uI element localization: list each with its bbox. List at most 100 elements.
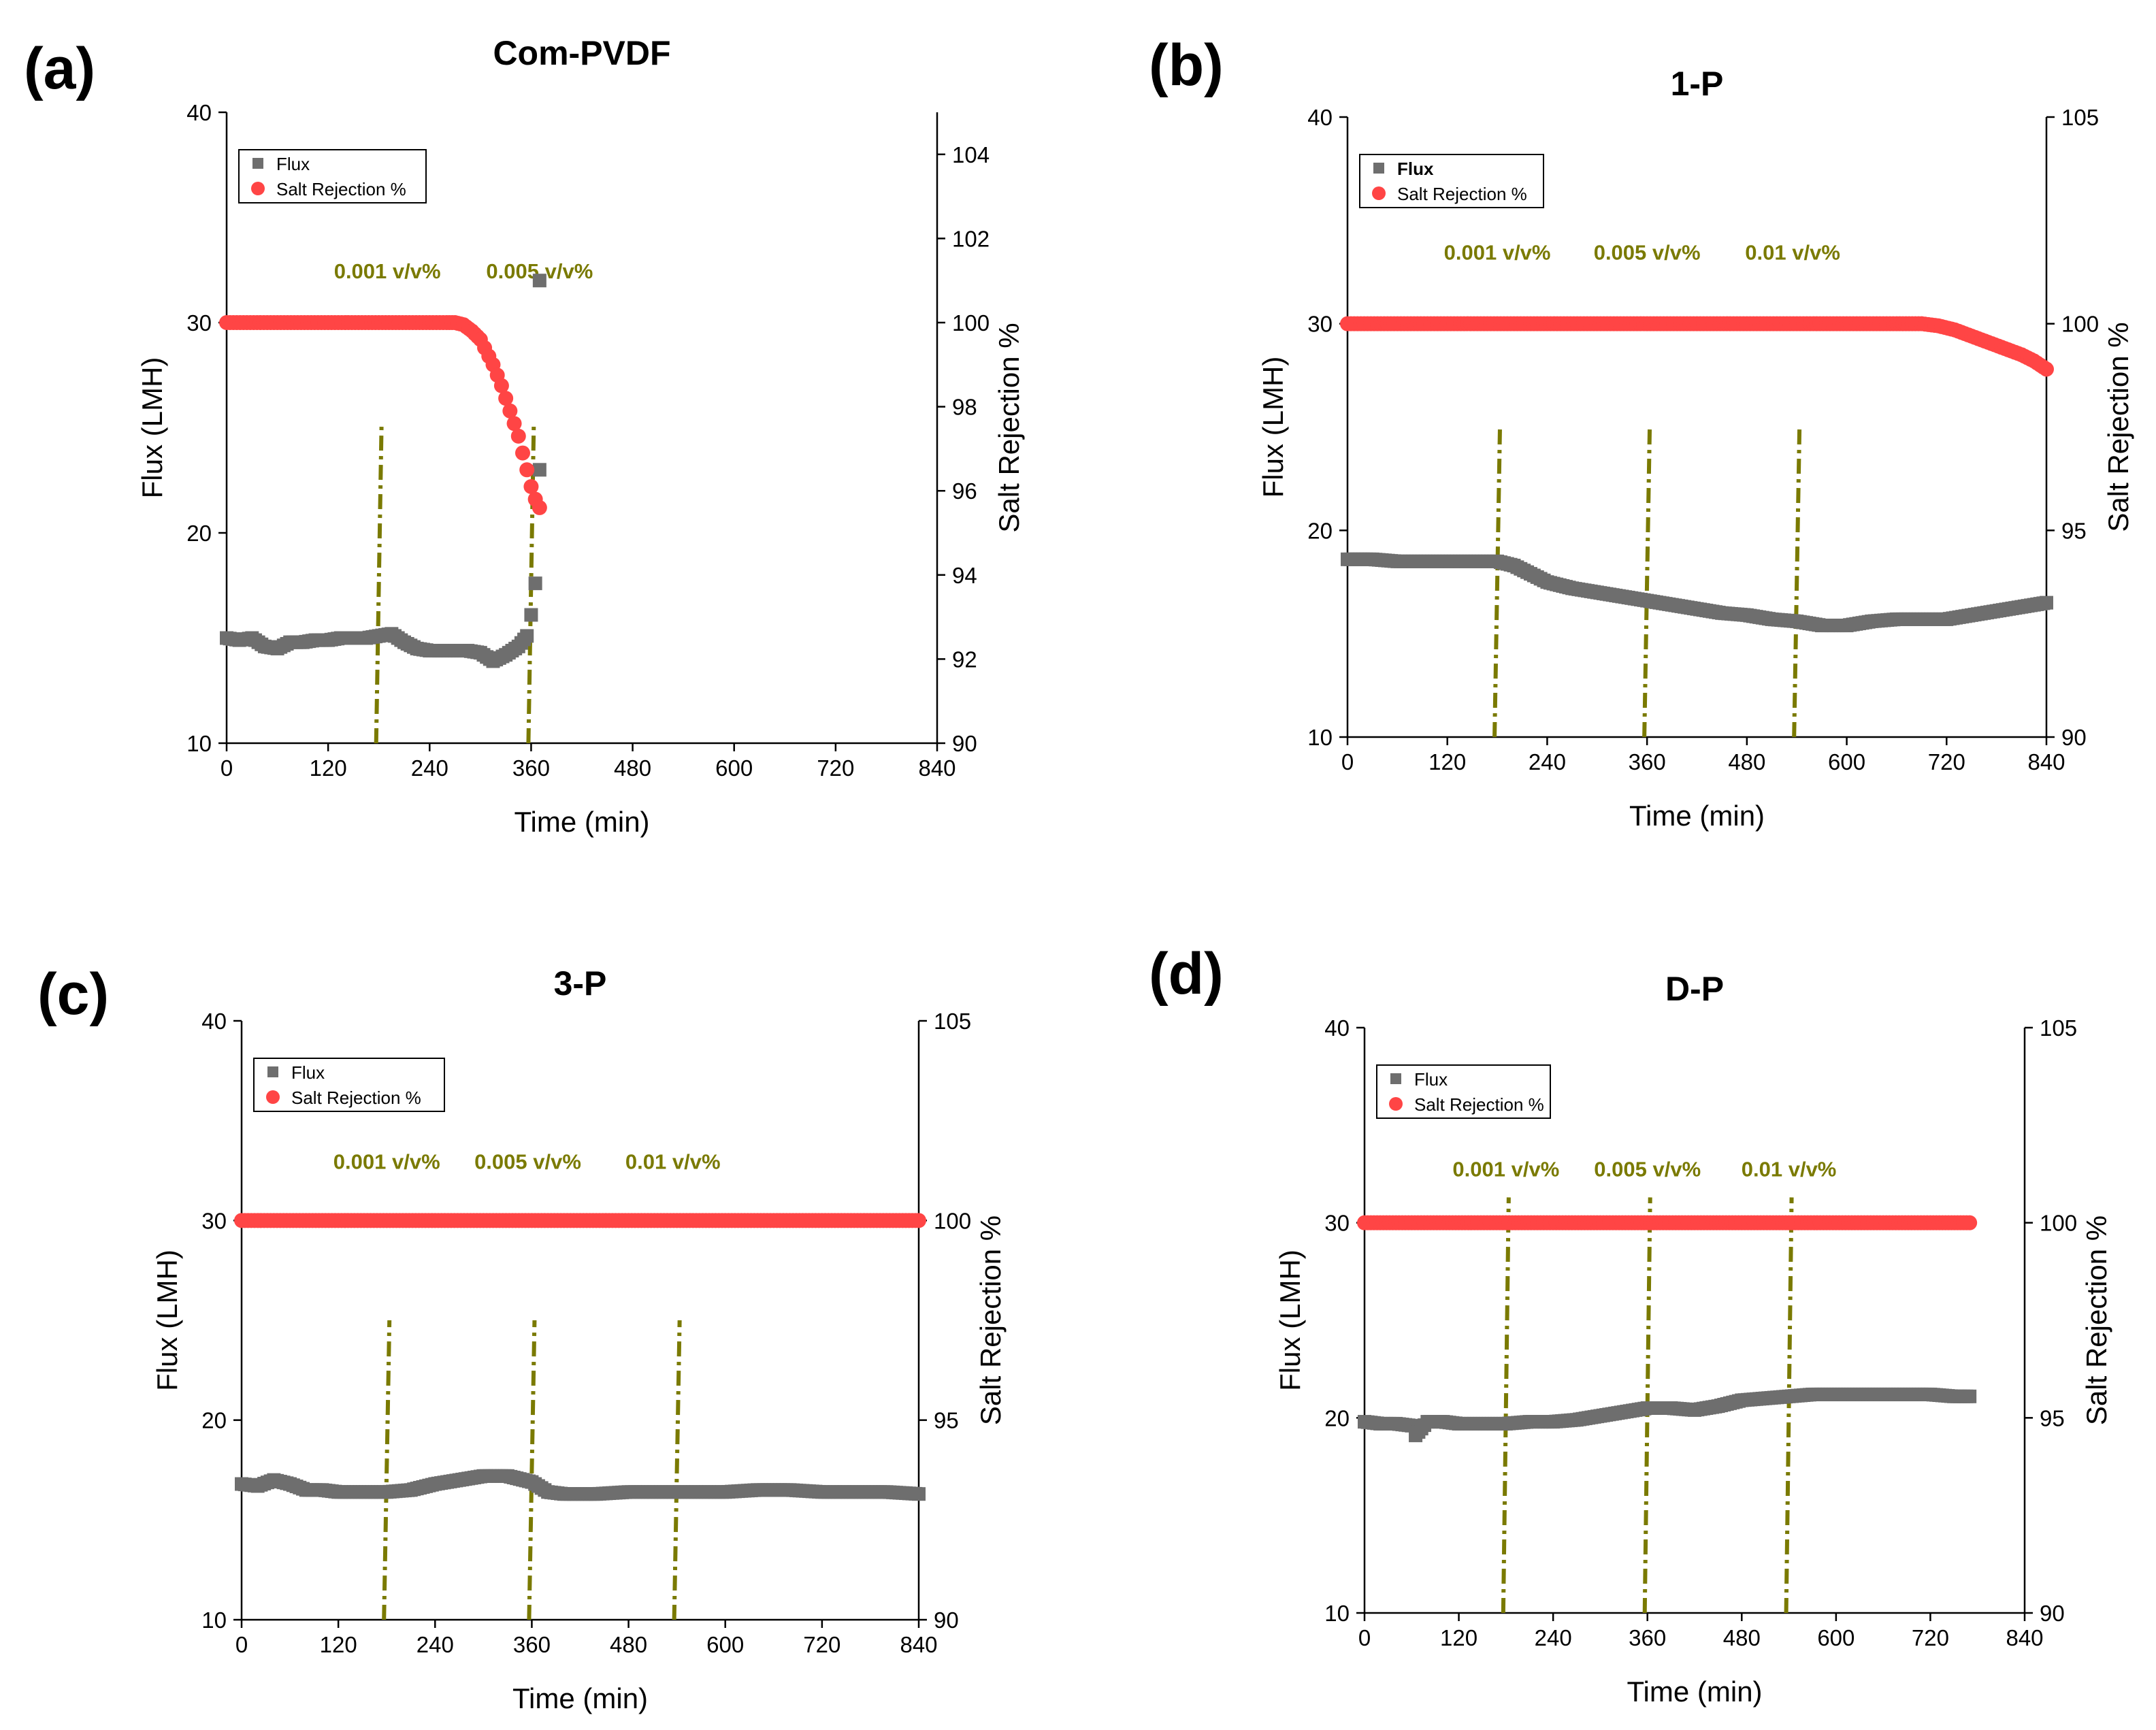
panel-a-rejection-point	[519, 462, 535, 478]
panel-d-dose-line	[1784, 1197, 1794, 1614]
panel-a-flux-point	[520, 629, 534, 643]
panel-a-x-axis-title: Time (min)	[514, 806, 649, 838]
panel-a-series-flux-outlier	[532, 274, 546, 288]
panel-c-y-axis-title: Flux (LMH)	[151, 1250, 183, 1391]
panel-d-annotation: 0.01 v/v%	[1742, 1157, 1837, 1181]
panel-d-x-axis-title: Time (min)	[1627, 1676, 1762, 1708]
panel-c-y-tick-label: 40	[201, 1009, 227, 1034]
panel-a-y-tick-label: 40	[186, 100, 212, 125]
panel-b-x-tick-label: 120	[1428, 749, 1466, 774]
panel-a-x-tick-label: 120	[310, 755, 347, 781]
panel-b-dose-line	[1642, 425, 1652, 738]
panel-d-x-tick-label: 120	[1440, 1625, 1477, 1650]
panel-b-legend-entry: Salt Rejection %	[1397, 184, 1527, 204]
panel-b-series-flux	[1341, 552, 2053, 633]
panel-c-legend-entry: Flux	[291, 1062, 325, 1083]
panel-a-title: Com-PVDF	[493, 34, 670, 72]
panel-a-rejection-point	[515, 445, 530, 461]
panel-a-dose-line	[374, 421, 384, 744]
panel-c-dose-line	[382, 1320, 392, 1620]
panel-a-y2-tick-label: 102	[952, 226, 990, 251]
panel-d-y2-tick-label: 100	[2040, 1211, 2077, 1236]
panel-d-y2-tick-label: 105	[2040, 1015, 2077, 1041]
panel-b-x-tick-label: 360	[1629, 749, 1666, 774]
panel-c-legend-box	[253, 1058, 445, 1112]
panel-d-legend-rejection-marker	[1389, 1097, 1403, 1111]
panel-b-series-salt-rejection	[1340, 316, 2054, 377]
panel-b-dose-line	[1792, 425, 1802, 738]
panel-a: (a) Com-PVDF 0 120 240 360 480 600 720 840 10 20 30 4…	[24, 34, 1025, 838]
panel-d-y-axis-title: Flux (LMH)	[1274, 1250, 1306, 1391]
panel-b-y-tick-label: 20	[1307, 518, 1333, 543]
panel-b-title: 1-P	[1671, 65, 1724, 103]
panel-a-y2-tick-label: 94	[952, 563, 977, 588]
panel-d-annotation: 0.001 v/v%	[1452, 1157, 1559, 1181]
panel-a-flux-point	[532, 463, 546, 477]
panel-b-x-tick-label: 480	[1728, 749, 1765, 774]
panel-b-y2-tick-label: 105	[2061, 105, 2099, 130]
panel-a-flux-point	[524, 608, 538, 622]
panel-c-x-tick-label: 360	[513, 1632, 551, 1657]
panel-c-dose-line	[527, 1320, 537, 1620]
panel-b-legend-box	[1359, 154, 1544, 208]
panel-d-legend: Flux Salt Rejection %	[1376, 1064, 1551, 1119]
panel-b-legend-entry: Flux	[1397, 159, 1434, 179]
panel-a-y2-axis-title: Salt Rejection %	[993, 323, 1025, 532]
panel-a-legend-entry: Salt Rejection %	[276, 179, 406, 199]
panel-b-y-tick-label: 40	[1307, 105, 1333, 130]
panel-a-x-tick-label: 600	[715, 755, 753, 781]
panel-a-x-tick-label: 480	[614, 755, 651, 781]
panel-a-label: (a)	[24, 36, 95, 101]
panel-d-x-tick-label: 480	[1723, 1625, 1761, 1650]
panel-a-y-tick-label: 30	[186, 310, 212, 336]
panel-a-series-salt-rejection	[219, 315, 547, 515]
panel-a-rejection-point	[523, 479, 539, 495]
panel-d-x-tick-label: 600	[1817, 1625, 1855, 1650]
panel-a-legend-rejection-marker	[251, 182, 265, 195]
panel-c-title: 3-P	[554, 964, 607, 1002]
panel-c-annotation: 0.01 v/v%	[625, 1149, 721, 1173]
panel-a-x-tick-label: 240	[411, 755, 448, 781]
panel-b-dose-line	[1492, 425, 1503, 738]
panel-b-legend-rejection-marker	[1372, 186, 1386, 200]
panel-a-rejection-point	[493, 378, 509, 393]
panel-d-label: (d)	[1149, 941, 1224, 1007]
panel-a-annotation: 0.001 v/v%	[334, 259, 441, 283]
panel-c-y2-tick-label: 95	[934, 1408, 959, 1433]
panel-a-legend-box	[238, 149, 427, 203]
panel-b-flux-point	[2040, 595, 2053, 610]
panel-b-y2-tick-label: 90	[2061, 725, 2087, 750]
panel-b-rejection-point	[2039, 361, 2054, 377]
panel-c-y2-tick-label: 100	[934, 1208, 971, 1233]
panel-b-legend: Flux Salt Rejection %	[1359, 154, 1544, 208]
panel-a-y2-tick-label: 104	[952, 142, 990, 167]
panel-d-y-tick-label: 10	[1324, 1601, 1350, 1626]
panel-c-label: (c)	[37, 962, 109, 1027]
panel-b-x-tick-label: 240	[1529, 749, 1566, 774]
panel-d-title: D-P	[1665, 970, 1724, 1008]
panel-d-y2-tick-label: 95	[2040, 1405, 2065, 1431]
panel-a-rejection-point	[498, 391, 514, 406]
panel-c-x-tick-label: 720	[803, 1632, 840, 1657]
panel-c-y-tick-label: 30	[201, 1208, 227, 1233]
panel-b-x-tick-label: 720	[1928, 749, 1965, 774]
panel-d-annotation: 0.005 v/v%	[1594, 1157, 1701, 1181]
panel-a-y2-tick-label: 96	[952, 478, 977, 504]
panel-d-x-tick-label: 240	[1535, 1625, 1572, 1650]
panel-b-x-tick-label: 840	[2027, 749, 2065, 774]
panel-a-y-tick-label: 10	[186, 731, 212, 756]
panel-d-legend-flux-marker	[1390, 1073, 1401, 1084]
panel-c-legend-entry: Salt Rejection %	[291, 1088, 421, 1108]
panel-b-y-tick-label: 30	[1307, 312, 1333, 337]
panel-a-flux-point	[528, 576, 542, 591]
panel-a-rejection-point	[532, 500, 547, 515]
panel-b-y2-tick-label: 100	[2061, 312, 2099, 337]
panel-a-legend-entry: Flux	[276, 154, 310, 174]
panel-b-x-tick-label: 0	[1341, 749, 1354, 774]
panel-a-x-tick-label: 720	[817, 755, 854, 781]
panel-c: (c) 3-P 0 120 240 360 480 600 720 840 10 20 30 40 90 95…	[37, 962, 1007, 1714]
panel-a-rejection-point	[506, 416, 522, 431]
panel-a-y2-tick-label: 90	[952, 731, 977, 756]
panel-a-y-axis-title: Flux (LMH)	[136, 357, 168, 499]
panel-b-y-tick-label: 10	[1307, 725, 1333, 750]
